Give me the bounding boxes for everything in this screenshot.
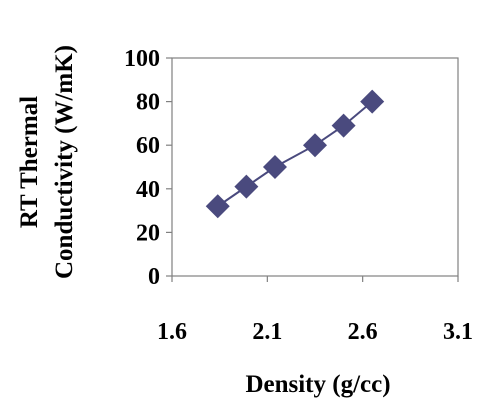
x-tick-label: 3.1 xyxy=(443,319,473,345)
data-point-diamond xyxy=(205,194,230,219)
x-tick-label: 2.6 xyxy=(348,319,378,345)
y-tick-label: 100 xyxy=(124,46,160,72)
y-tick-label: 60 xyxy=(136,133,160,159)
plot-frame xyxy=(171,57,459,277)
x-tick-label: 2.1 xyxy=(252,319,282,345)
y-tick-label: 0 xyxy=(148,264,160,290)
data-point-diamond xyxy=(331,113,356,138)
data-point-diamond xyxy=(303,133,327,158)
x-axis-title: Density (g/cc) xyxy=(245,371,390,398)
y-tick-label: 80 xyxy=(136,90,160,116)
y-axis-title-line-1: RT Thermal xyxy=(16,96,43,228)
axis-titles: Density (g/cc) RT Thermal Conductivity (… xyxy=(16,45,391,398)
data-point-diamond xyxy=(360,89,385,114)
x-tick-label: 1.6 xyxy=(157,319,187,345)
y-tick-label: 20 xyxy=(136,220,160,246)
data-point-diamond xyxy=(234,174,259,199)
data-point-diamond xyxy=(262,155,287,179)
series-layer xyxy=(205,89,385,219)
y-tick-label: 40 xyxy=(136,177,160,203)
plot-area xyxy=(171,57,459,277)
y-axis: 0 20 40 60 80 100 xyxy=(124,46,172,290)
x-axis: 1.6 2.1 2.6 3.1 xyxy=(157,276,473,345)
y-axis-title-line-2: Conductivity (W/mK) xyxy=(51,45,78,279)
